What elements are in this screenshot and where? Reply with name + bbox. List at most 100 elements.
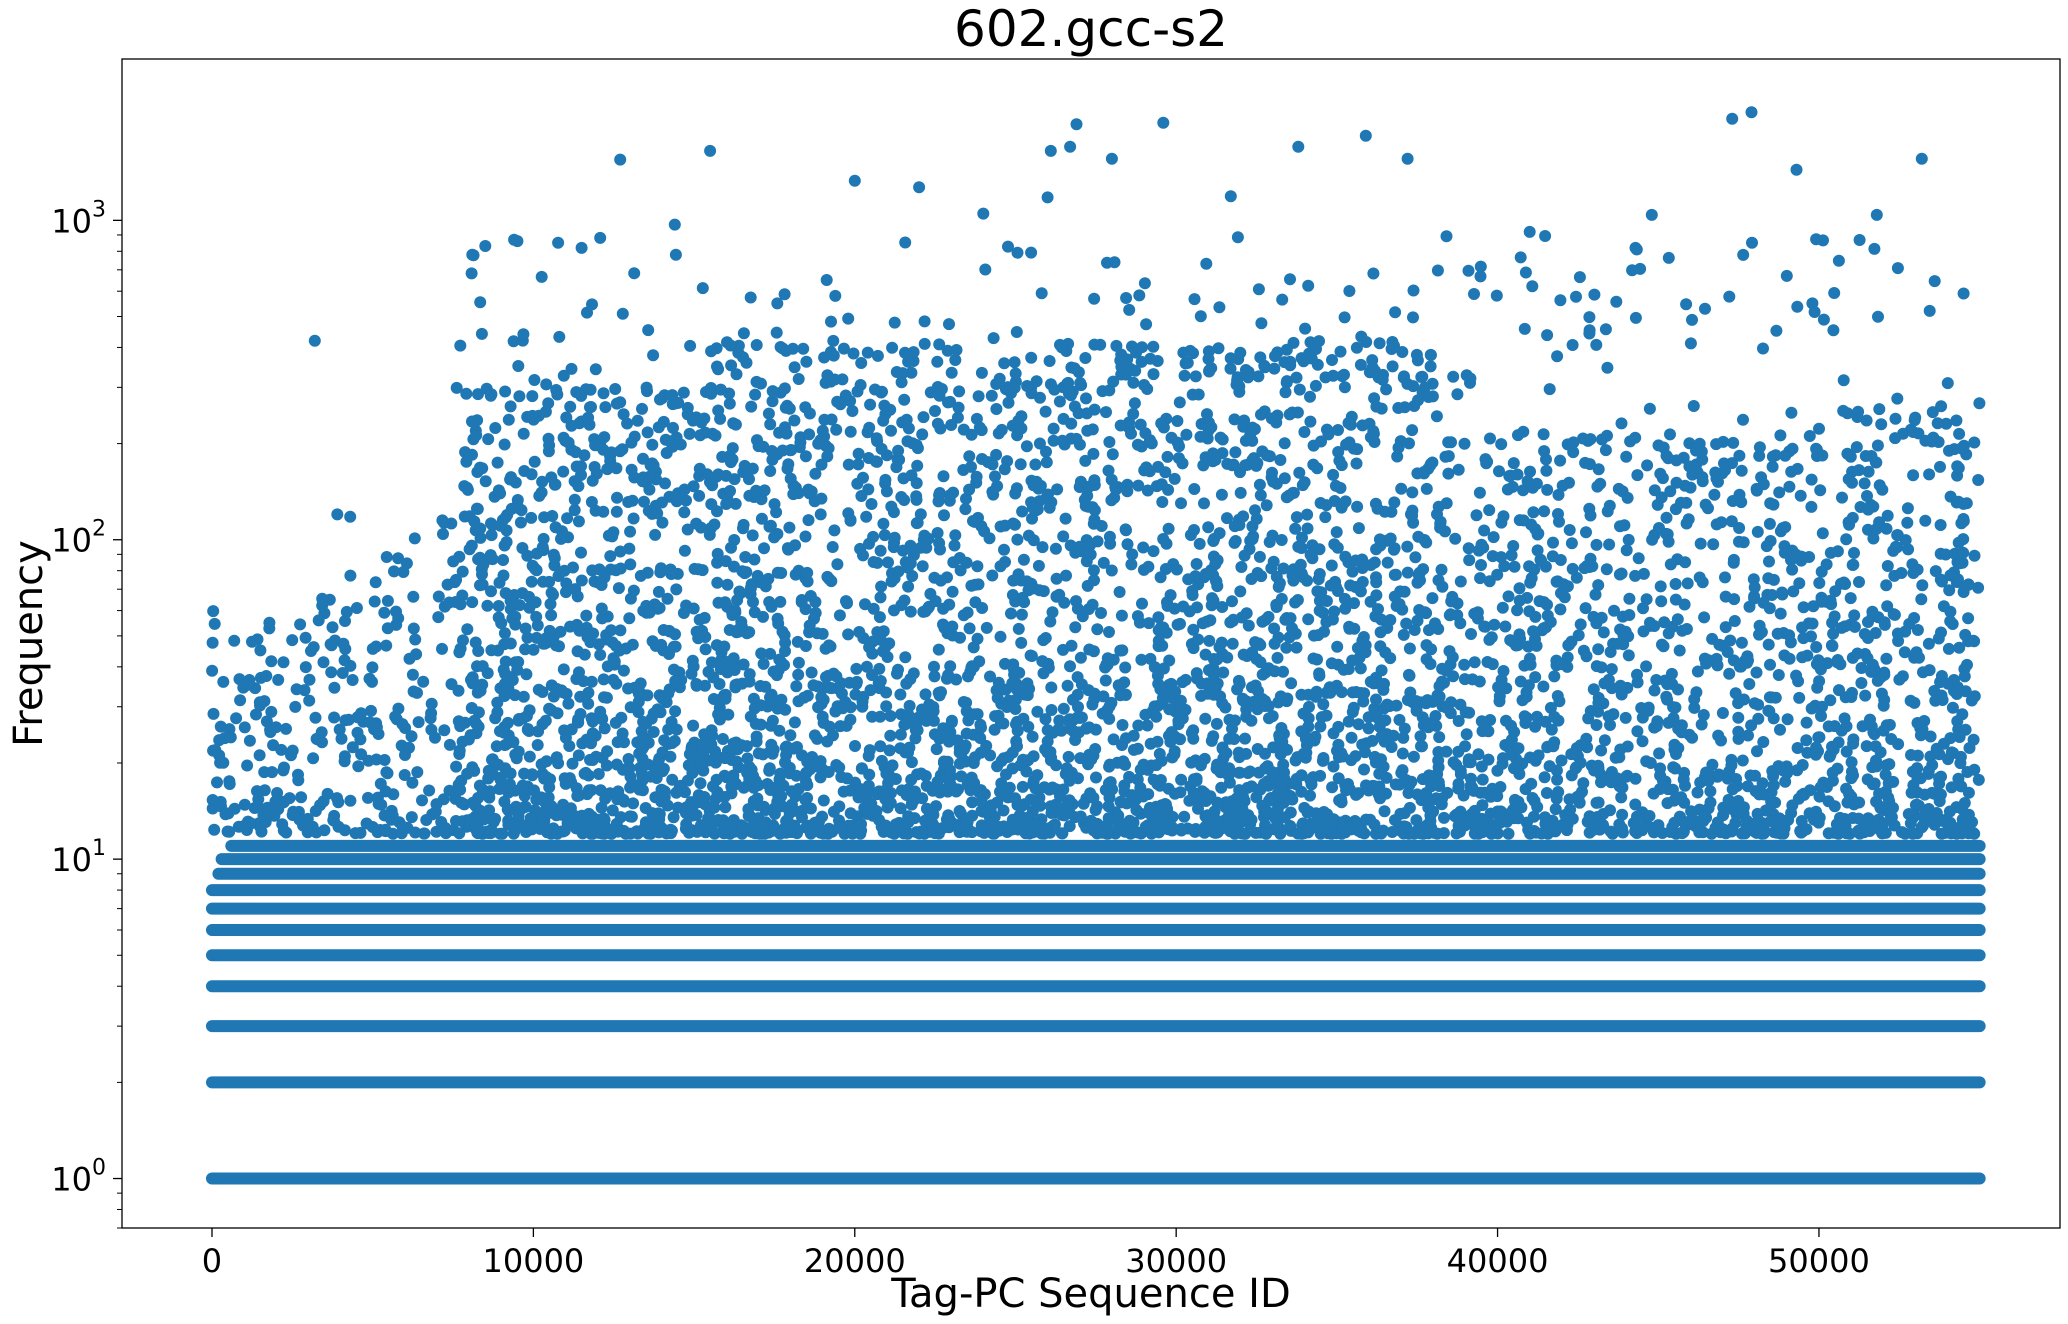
- data-point: [690, 625, 703, 638]
- data-point: [1275, 534, 1288, 546]
- data-point: [1317, 698, 1330, 711]
- data-point: [1732, 711, 1745, 724]
- data-point: [1410, 814, 1423, 827]
- data-point: [1497, 752, 1509, 765]
- data-point: [718, 640, 731, 653]
- data-point: [1398, 585, 1411, 598]
- data-point: [1235, 611, 1248, 624]
- data-point: [542, 397, 555, 410]
- data-point: [1523, 605, 1536, 618]
- data-point: [778, 629, 791, 642]
- data-point: [369, 576, 382, 589]
- data-point: [1039, 713, 1052, 726]
- data-point: [830, 423, 843, 436]
- data-point: [505, 471, 517, 484]
- data-point: [1676, 827, 1689, 840]
- data-point: [1710, 438, 1723, 451]
- data-point: [907, 667, 920, 680]
- data-point: [1602, 710, 1615, 723]
- data-point: [1101, 652, 1114, 665]
- data-point: [867, 530, 880, 543]
- data-point: [472, 825, 485, 838]
- data-point: [309, 711, 322, 724]
- data-point: [598, 431, 611, 444]
- data-point: [1378, 805, 1391, 818]
- data-point: [497, 726, 510, 739]
- data-point: [713, 713, 726, 726]
- data-point: [381, 767, 394, 780]
- data-point: [1087, 564, 1100, 577]
- data-point: [1641, 459, 1654, 472]
- data-point: [1945, 781, 1958, 794]
- data-point: [1662, 627, 1675, 640]
- data-point: [1309, 379, 1322, 392]
- data-point: [833, 761, 846, 774]
- data-point: [1579, 602, 1592, 615]
- data-point: [1743, 678, 1756, 690]
- data-point: [251, 785, 263, 798]
- data-point: [944, 731, 957, 744]
- data-point: [1824, 694, 1837, 707]
- data-point: [557, 431, 570, 444]
- data-point: [1459, 740, 1471, 753]
- data-point: [871, 349, 884, 362]
- data-point: [1795, 554, 1808, 567]
- data-point: [693, 613, 706, 626]
- data-point: [1101, 704, 1114, 716]
- data-point: [721, 666, 734, 679]
- data-point: [303, 694, 316, 707]
- data-point: [902, 810, 915, 823]
- data-point: [1541, 483, 1554, 496]
- data-point: [1599, 444, 1612, 457]
- data-point: [1621, 491, 1634, 504]
- data-point: [1326, 613, 1339, 626]
- data-point: [1704, 785, 1717, 798]
- data-point: [1922, 637, 1935, 650]
- data-point: [1137, 790, 1150, 803]
- data-point: [381, 594, 394, 607]
- data-point: [1397, 731, 1410, 744]
- data-point: [1433, 731, 1446, 744]
- data-point: [513, 599, 526, 612]
- data-point: [380, 551, 393, 563]
- data-point: [601, 463, 614, 476]
- data-point: [1057, 530, 1070, 543]
- data-point: [1342, 715, 1355, 728]
- data-point: [1698, 611, 1711, 624]
- data-point: [1691, 665, 1704, 678]
- data-point: [1036, 655, 1049, 668]
- data-point: [686, 654, 699, 667]
- data-point: [504, 400, 517, 413]
- data-point: [1838, 620, 1851, 633]
- data-point: [774, 595, 787, 608]
- data-point: [1312, 573, 1325, 586]
- data-point: [516, 779, 529, 792]
- data-point: [853, 626, 866, 638]
- data-point: [1810, 442, 1823, 455]
- data-point: [1957, 533, 1970, 546]
- data-point: [1922, 764, 1935, 777]
- data-point: [1472, 748, 1485, 761]
- data-point: [816, 627, 829, 640]
- data-point: [575, 574, 588, 587]
- data-point: [1931, 417, 1944, 430]
- data-point: [791, 827, 803, 840]
- data-point: [545, 586, 558, 599]
- data-point: [1284, 820, 1297, 832]
- data-point: [492, 484, 505, 497]
- data-point: [852, 458, 865, 471]
- data-point: [1968, 549, 1981, 562]
- data-point: [474, 579, 486, 592]
- data-point: [1487, 531, 1500, 544]
- data-point: [1188, 483, 1201, 495]
- data-point: [937, 470, 950, 483]
- data-point: [474, 461, 486, 474]
- data-point: [817, 794, 830, 807]
- data-point: [1675, 496, 1687, 509]
- data-point: [1223, 713, 1236, 726]
- data-point: [1640, 660, 1653, 673]
- data-point: [1121, 485, 1134, 498]
- data-point: [1332, 751, 1345, 764]
- data-point: [994, 630, 1007, 643]
- data-point: [937, 821, 950, 834]
